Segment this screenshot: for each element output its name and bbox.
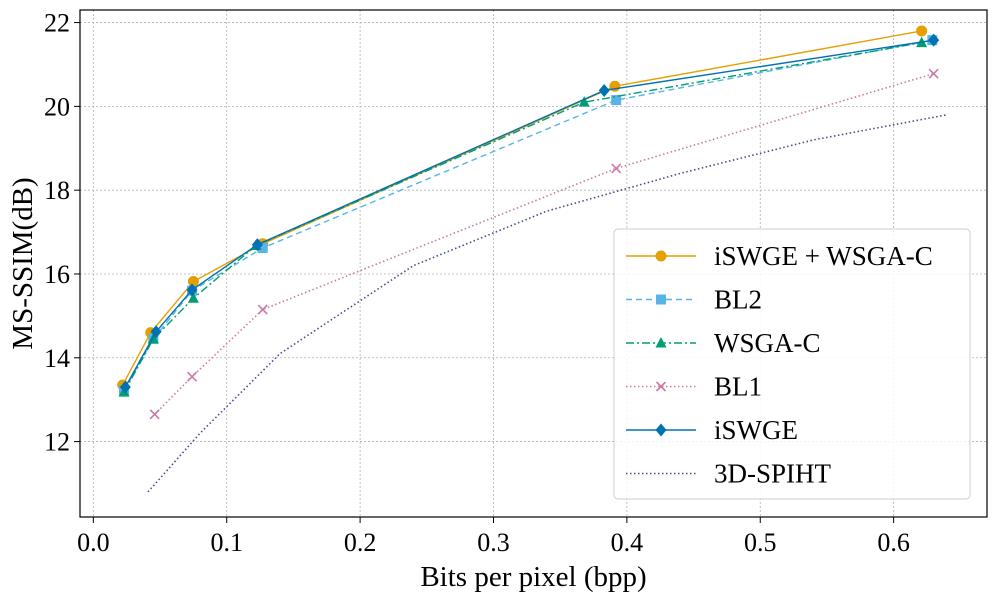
legend-entry: WSGA-C [626,328,821,358]
x-tick-label: 0.5 [744,528,777,557]
x-tick-label: 0.1 [210,528,243,557]
data-point [251,238,263,252]
series-4 [149,68,939,420]
x-axis-title: Bits per pixel (bpp) [420,561,646,593]
legend-label: BL2 [714,285,762,315]
data-point [611,95,622,106]
y-tick-label: 18 [44,176,70,205]
data-point [257,242,268,253]
legend-entry: iSWGE [626,415,798,445]
series-line [147,113,948,493]
data-point [186,283,198,297]
x-tick-label: 0.0 [77,528,110,557]
legend-marker [655,250,667,262]
axis-ticks: 0.0 0.1 0.2 0.3 0.4 0.5 0.6 12 14 16 18 20 22 [44,9,910,557]
legend-label: WSGA-C [714,328,821,358]
legend-marker [656,294,666,305]
x-tick-label: 0.6 [877,528,910,557]
series-line [123,41,922,393]
series-line [124,39,934,388]
series-6 [147,113,948,493]
legend-entry: BL2 [626,285,762,315]
data-point [119,380,131,394]
legend-box [613,228,971,500]
y-tick-label: 12 [44,428,70,457]
y-tick-label: 22 [44,9,70,38]
x-tick-label: 0.3 [477,528,510,557]
legend-label: iSWGE + WSGA-C [714,241,933,271]
legend-marker [655,381,667,392]
data-point [916,25,928,37]
plot-frame [79,9,988,518]
data-point [149,409,160,420]
data-point [187,276,199,288]
legend-marker [655,337,667,348]
data-point [187,292,199,303]
legend-entry: 3D-SPIHT [626,459,832,489]
y-tick-label: 16 [44,260,70,289]
data-point [598,83,610,97]
data-point [928,33,940,47]
legend-entry: BL1 [626,372,762,402]
data-point [928,68,939,79]
series-5 [119,33,940,394]
legend-label: BL1 [714,372,762,402]
data-point [257,304,268,315]
legend-label: iSWGE [714,415,798,445]
series-line [122,30,922,386]
data-point [611,163,622,174]
y-tick-label: 14 [44,344,70,373]
data-point [186,371,198,382]
x-tick-label: 0.4 [611,528,644,557]
x-tick-label: 0.2 [344,528,377,557]
legend: iSWGE + WSGA-C BL2 WSGA-C BL1 iSWGE 3D-SPIHT [613,228,971,500]
y-axis-title: MS-SSIM(dB) [7,177,39,349]
y-tick-label: 20 [44,92,70,121]
legend-entry: iSWGE + WSGA-C [626,241,933,271]
series-layer [117,25,948,493]
data-point [150,325,162,339]
legend-label: 3D-SPIHT [714,459,832,489]
data-point [578,96,590,107]
legend-marker [655,423,667,437]
